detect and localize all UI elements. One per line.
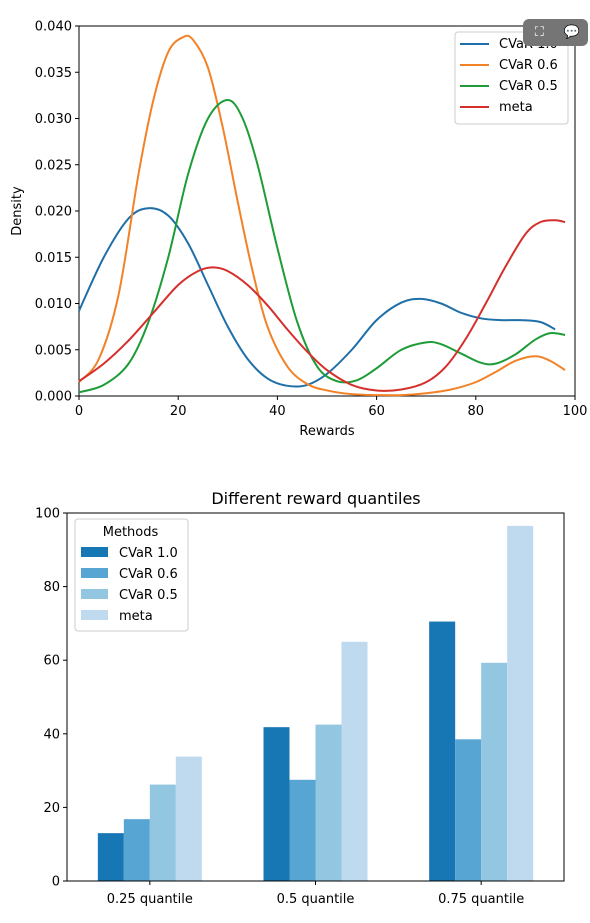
bar-legend-label: CVaR 0.6 [119, 567, 178, 582]
density-y-tick-label: 0.030 [35, 112, 72, 127]
bar-y-tick-label: 20 [43, 801, 60, 816]
bar-cvar-0-5-0-75-quantile [481, 662, 508, 881]
bar-y-tick-label: 40 [43, 727, 60, 742]
density-x-tick-label: 100 [563, 404, 588, 419]
bar-cvar-1-0-0-25-quantile [97, 833, 124, 881]
bar-cvar-0-6-0-5-quantile [289, 779, 316, 881]
density-y-tick-label: 0.010 [35, 297, 72, 312]
density-line-cvar-0-5 [78, 99, 566, 394]
density-x-tick-label: 80 [468, 404, 485, 419]
density-chart: 0 20 40 60 80 100 0.000 0.005 0.010 0.015 0.020 0.… [10, 20, 587, 440]
bar-legend: Methods CVaR 1.0 CVaR 0.6 CVaR 0.5 meta [74, 518, 189, 632]
bar-legend-label: CVaR 0.5 [119, 588, 178, 603]
bar-cvar-0-6-0-25-quantile [123, 819, 150, 881]
density-x-tick-label: 20 [170, 404, 187, 419]
bar-y-tick-label: 80 [43, 580, 60, 595]
density-y-tick-label: 0.005 [35, 343, 72, 358]
density-x-tick-label: 60 [368, 404, 385, 419]
density-legend-label: CVaR 0.5 [499, 79, 558, 94]
density-legend-label: meta [499, 100, 533, 115]
bar-legend-swatch [81, 589, 108, 599]
bar-meta-0-25-quantile [175, 756, 202, 881]
bar-x-tick-label: 0.75 quantile [438, 892, 524, 907]
bar-y-tick-label: 100 [35, 507, 60, 522]
chart-toolbar: ⛶ 💬 [523, 19, 588, 46]
density-line-meta [78, 219, 566, 392]
bar-cvar-0-5-0-25-quantile [149, 784, 176, 881]
bar-legend-swatch [81, 568, 108, 578]
bar-x-tick-label: 0.25 quantile [107, 892, 193, 907]
bar-y-tick-label: 0 [52, 875, 60, 890]
bar-x-tick-label: 0.5 quantile [277, 892, 355, 907]
bar-legend-swatch [81, 547, 108, 557]
density-y-tick-label: 0.025 [35, 158, 72, 173]
bar-cvar-1-0-0-5-quantile [263, 727, 290, 881]
density-x-axis-label: Rewards [299, 424, 354, 439]
density-y-tick-label: 0.035 [35, 66, 72, 81]
bar-legend-title: Methods [103, 525, 159, 540]
bar-legend-label: meta [119, 609, 153, 624]
bar-cvar-0-6-0-75-quantile [455, 739, 482, 881]
density-y-tick-label: 0.015 [35, 251, 72, 266]
bar-meta-0-75-quantile [507, 525, 534, 881]
quantile-bar-chart: Different reward quantiles 0.25 quantile… [35, 489, 565, 907]
bar-cvar-1-0-0-75-quantile [429, 621, 456, 881]
bar-legend-swatch [81, 610, 108, 620]
bar-y-tick-label: 60 [43, 654, 60, 669]
comment-icon[interactable]: 💬 [563, 24, 580, 40]
bar-legend-label: CVaR 1.0 [119, 546, 178, 561]
density-y-tick-label: 0.020 [35, 205, 72, 220]
density-y-axis-label: Density [10, 186, 25, 236]
density-line-cvar-0-6 [78, 34, 566, 397]
density-y-tick-label: 0.000 [35, 390, 72, 405]
density-legend-label: CVaR 0.6 [499, 58, 558, 73]
density-x-tick-label: 40 [269, 404, 286, 419]
bar-cvar-0-5-0-5-quantile [315, 724, 342, 881]
density-line-cvar-1-0 [78, 207, 556, 388]
density-legend-frame [454, 31, 569, 125]
density-y-tick-label: 0.040 [35, 20, 72, 35]
density-x-tick-label: 0 [75, 404, 83, 419]
bar-meta-0-5-quantile [341, 641, 368, 881]
expand-icon[interactable]: ⛶ [534, 24, 544, 40]
bar-chart-title: Different reward quantiles [211, 489, 420, 508]
